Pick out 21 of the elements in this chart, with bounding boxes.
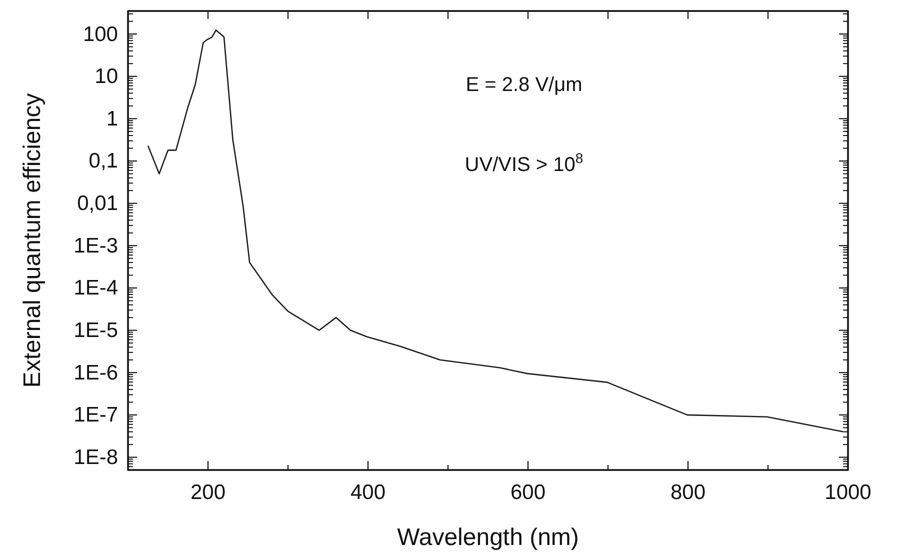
line-series bbox=[147, 29, 844, 432]
y-axis-title: External quantum efficiency bbox=[19, 93, 46, 388]
annotation: E = 2.8 V/μm bbox=[466, 74, 582, 96]
y-tick-label: 100 bbox=[82, 22, 118, 46]
y-tick-label: 0,01 bbox=[77, 192, 118, 216]
y-tick-label: 1E-7 bbox=[74, 404, 118, 427]
x-tick-label: 1000 bbox=[824, 480, 872, 504]
x-tick-label: 800 bbox=[670, 480, 706, 504]
y-tick-label: 1E-3 bbox=[74, 234, 118, 258]
y-tick-label: 10 bbox=[94, 65, 118, 88]
x-axis-title: Wavelength (nm) bbox=[397, 524, 579, 551]
y-tick-label: 1E-6 bbox=[74, 361, 118, 384]
y-tick-label: 1E-8 bbox=[74, 446, 118, 469]
x-tick-label: 400 bbox=[350, 480, 386, 504]
y-tick-label: 1E-5 bbox=[74, 319, 118, 342]
y-tick-label: 0,1 bbox=[88, 150, 118, 173]
y-tick-label: 1E-4 bbox=[74, 276, 118, 300]
y-tick-label: 1 bbox=[106, 107, 118, 130]
x-tick-label: 600 bbox=[510, 480, 546, 504]
annotation: UV/VIS > 10$^{8}$ bbox=[464, 150, 584, 176]
x-tick-label: 200 bbox=[190, 480, 226, 504]
